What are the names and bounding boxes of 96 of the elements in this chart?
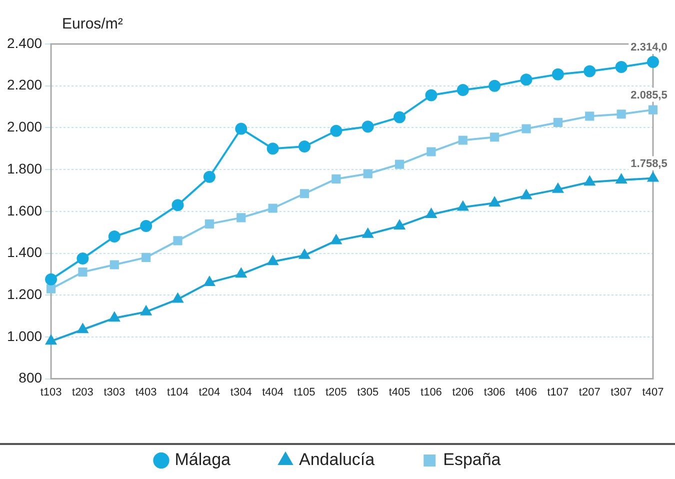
point (46, 335, 56, 345)
point (426, 147, 436, 156)
point (267, 256, 278, 266)
y-tick-label: 1.200 (6, 286, 42, 302)
x-tick-label: t403 (135, 386, 157, 398)
point (648, 105, 658, 114)
point (488, 80, 501, 92)
point (648, 172, 658, 182)
x-tick-label: t206 (452, 386, 474, 398)
point (616, 110, 626, 119)
y-tick-label: 1.800 (6, 160, 42, 176)
point (332, 174, 341, 184)
legend-label: Andalucía (298, 450, 376, 470)
point (236, 213, 246, 222)
point (110, 260, 119, 270)
point (78, 268, 88, 277)
x-tick-label: t404 (262, 386, 284, 398)
legend-label: España (443, 450, 502, 470)
point (552, 183, 564, 193)
x-tick-label: t306 (484, 386, 506, 398)
x-tick-label: t405 (388, 386, 410, 398)
x-tick-label: t407 (642, 386, 664, 398)
point (520, 190, 532, 200)
x-tick-label: t107 (547, 386, 569, 398)
point (584, 65, 596, 78)
data-label: 2.314,0 (630, 42, 668, 54)
point (553, 118, 562, 128)
point (394, 220, 405, 230)
point (458, 136, 468, 145)
point (298, 140, 310, 153)
x-tick-label: t104 (167, 386, 188, 398)
point (109, 312, 120, 322)
point (489, 197, 500, 207)
point (77, 324, 88, 334)
x-tick-label: t106 (420, 386, 442, 398)
point (204, 276, 215, 286)
y-axis-title: Euros/m² (62, 16, 123, 33)
point (394, 111, 406, 124)
y-tick-label: 2.400 (6, 34, 42, 51)
point (203, 170, 216, 183)
point (363, 169, 372, 178)
point (395, 160, 404, 169)
point (456, 84, 469, 96)
point (330, 124, 342, 137)
x-tick-label: t304 (230, 386, 252, 398)
point (520, 74, 532, 86)
point (46, 284, 56, 294)
point (330, 234, 342, 244)
x-tick-label: t103 (40, 386, 62, 398)
point (362, 228, 374, 238)
point (173, 236, 182, 246)
y-tick-label: 1.600 (6, 202, 42, 218)
point (235, 122, 248, 135)
point (140, 306, 152, 316)
x-tick-label: t105 (294, 386, 316, 398)
point (552, 68, 564, 80)
x-tick-label: t203 (72, 386, 94, 398)
x-tick-label: t305 (357, 386, 379, 398)
y-tick-label: 2.200 (6, 76, 42, 93)
point (172, 199, 184, 212)
x-tick-label: t204 (198, 386, 220, 398)
point (522, 124, 531, 134)
point (585, 112, 594, 121)
point (615, 61, 628, 74)
x-tick-label: t303 (104, 386, 126, 398)
y-tick-label: 1.400 (6, 244, 42, 260)
point (45, 273, 58, 286)
data-label: 1.758,5 (630, 158, 668, 170)
point (425, 89, 438, 102)
point (108, 230, 120, 243)
point (268, 204, 278, 213)
legend-label: Málaga (174, 450, 232, 470)
point (266, 142, 279, 155)
y-tick-label: 2.000 (6, 118, 42, 135)
point (76, 252, 89, 264)
x-tick-label: t207 (578, 386, 600, 398)
point (172, 293, 184, 303)
point (300, 189, 310, 198)
data-label: 2.085,5 (630, 89, 668, 102)
point (362, 120, 374, 133)
x-tick-label: t205 (325, 386, 347, 398)
point (426, 208, 437, 218)
point (490, 132, 500, 142)
x-tick-label: t307 (610, 386, 632, 398)
point (616, 174, 627, 184)
point (236, 268, 246, 278)
point (458, 201, 468, 211)
x-tick-label: t406 (516, 386, 537, 398)
y-tick-label: 800 (18, 370, 42, 386)
point (647, 56, 659, 68)
point (584, 176, 595, 186)
y-tick-label: 1.000 (6, 328, 42, 344)
point (299, 249, 310, 259)
point (142, 252, 151, 262)
point (140, 220, 152, 232)
point (204, 219, 214, 228)
